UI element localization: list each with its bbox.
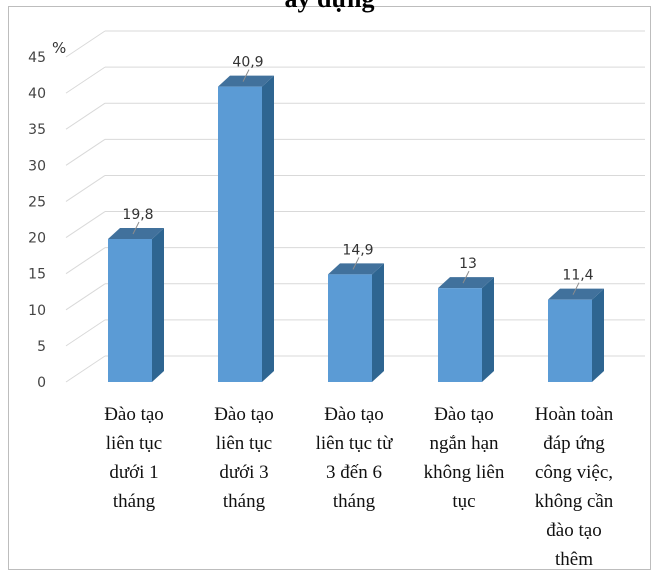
- y-tick-label: 0: [37, 375, 46, 391]
- x-category-label-line: Đào tạo: [324, 404, 384, 425]
- x-category-label-line: không cần: [535, 491, 614, 512]
- x-category-label-line: không liên: [424, 462, 505, 483]
- chart-title: ây dựng: [0, 0, 659, 14]
- gridline-diagonal: [65, 102, 106, 130]
- x-category-label: Đào tạo liên tục dưới 3 tháng: [214, 404, 274, 512]
- y-unit-label: %: [52, 39, 66, 57]
- data-label: 19,8: [122, 207, 153, 223]
- data-labels: 19,8 40,9 14,9 13 11,4: [122, 55, 594, 295]
- x-category-label-line: tục: [452, 491, 475, 512]
- data-label-leader: [132, 221, 140, 235]
- data-label-leader: [242, 69, 250, 82]
- y-tick-label: 10: [28, 303, 46, 319]
- bar-side: [482, 277, 494, 382]
- gridline-diagonal: [65, 30, 106, 58]
- gridline-diagonal: [65, 138, 106, 166]
- gridline-diagonal: [65, 66, 106, 94]
- bar-side: [372, 263, 384, 382]
- x-category-label-line: công việc,: [535, 462, 613, 483]
- data-label-leader: [352, 257, 360, 270]
- x-category-label-line: liên tục: [106, 433, 162, 454]
- gridline-diagonal: [65, 247, 106, 275]
- bar: [218, 86, 262, 382]
- gridline-diagonal: [65, 175, 106, 202]
- x-category-label-line: Đào tạo: [434, 404, 494, 425]
- x-category-label: Hoàn toàn đáp ứng công việc, không cần đào t…: [535, 404, 614, 570]
- x-category-label-line: liên tục từ: [316, 433, 393, 454]
- x-category-label-line: 3 đến 6: [326, 462, 382, 483]
- gridline-diagonal: [65, 319, 106, 347]
- y-tick-label: 5: [37, 339, 46, 355]
- x-category-label-line: Hoàn toàn: [535, 404, 614, 425]
- x-category-label-line: Đào tạo: [104, 404, 164, 425]
- x-category-label-line: tháng: [333, 491, 376, 512]
- x-category-label-line: đào tạo: [546, 520, 601, 541]
- gridline-diagonal: [65, 283, 106, 311]
- y-tick-label: 15: [28, 267, 46, 283]
- gridline-diagonal: [65, 355, 106, 383]
- gridlines: [65, 30, 645, 383]
- x-category-label: Đào tạo liên tục từ 3 đến 6 tháng: [316, 404, 393, 512]
- x-category-label: Đào tạo ngắn hạn không liên tục: [424, 404, 505, 512]
- x-category-label: Đào tạo liên tục dưới 1 tháng: [104, 404, 164, 512]
- y-axis: 0 5 10 15 20 25 30 35 40 45%: [28, 39, 66, 391]
- data-label: 11,4: [562, 268, 593, 284]
- bar-top: [438, 277, 494, 289]
- data-label: 14,9: [342, 242, 373, 258]
- y-tick-label: 35: [28, 122, 46, 138]
- bar-side: [592, 288, 604, 382]
- y-tick-label: 40: [28, 86, 46, 102]
- x-category-label-line: thêm: [555, 549, 593, 570]
- x-category-label-line: liên tục: [216, 433, 272, 454]
- data-label-leader: [572, 282, 580, 295]
- x-category-label-line: tháng: [223, 491, 266, 512]
- bar-side: [152, 228, 164, 382]
- bar-top: [108, 228, 164, 239]
- data-label: 40,9: [232, 55, 263, 71]
- x-category-label-line: Đào tạo: [214, 404, 274, 425]
- x-axis-labels: Đào tạo liên tục dưới 1 tháng Đào tạo liên tụ…: [104, 404, 614, 570]
- bar: [108, 239, 152, 382]
- y-tick-label: 20: [28, 231, 46, 247]
- x-category-label-line: dưới 1: [109, 462, 158, 483]
- data-label: 13: [459, 256, 477, 272]
- bar-top: [548, 288, 604, 300]
- y-tick-label: 25: [28, 194, 46, 210]
- x-category-label-line: đáp ứng: [543, 433, 605, 454]
- bar-top: [218, 75, 274, 87]
- bar: [548, 299, 592, 382]
- bar-top: [328, 263, 384, 275]
- bars: [108, 75, 604, 382]
- bar: [328, 274, 372, 382]
- x-category-label-line: dưới 3: [219, 462, 268, 483]
- x-category-label-line: tháng: [113, 491, 156, 512]
- data-label-leader: [462, 270, 470, 284]
- gridline-diagonal: [65, 211, 106, 238]
- bar: [438, 288, 482, 382]
- y-tick-label: 45: [28, 50, 46, 66]
- y-tick-label: 30: [28, 158, 46, 174]
- x-category-label-line: ngắn hạn: [429, 433, 499, 454]
- bar-side: [262, 75, 274, 382]
